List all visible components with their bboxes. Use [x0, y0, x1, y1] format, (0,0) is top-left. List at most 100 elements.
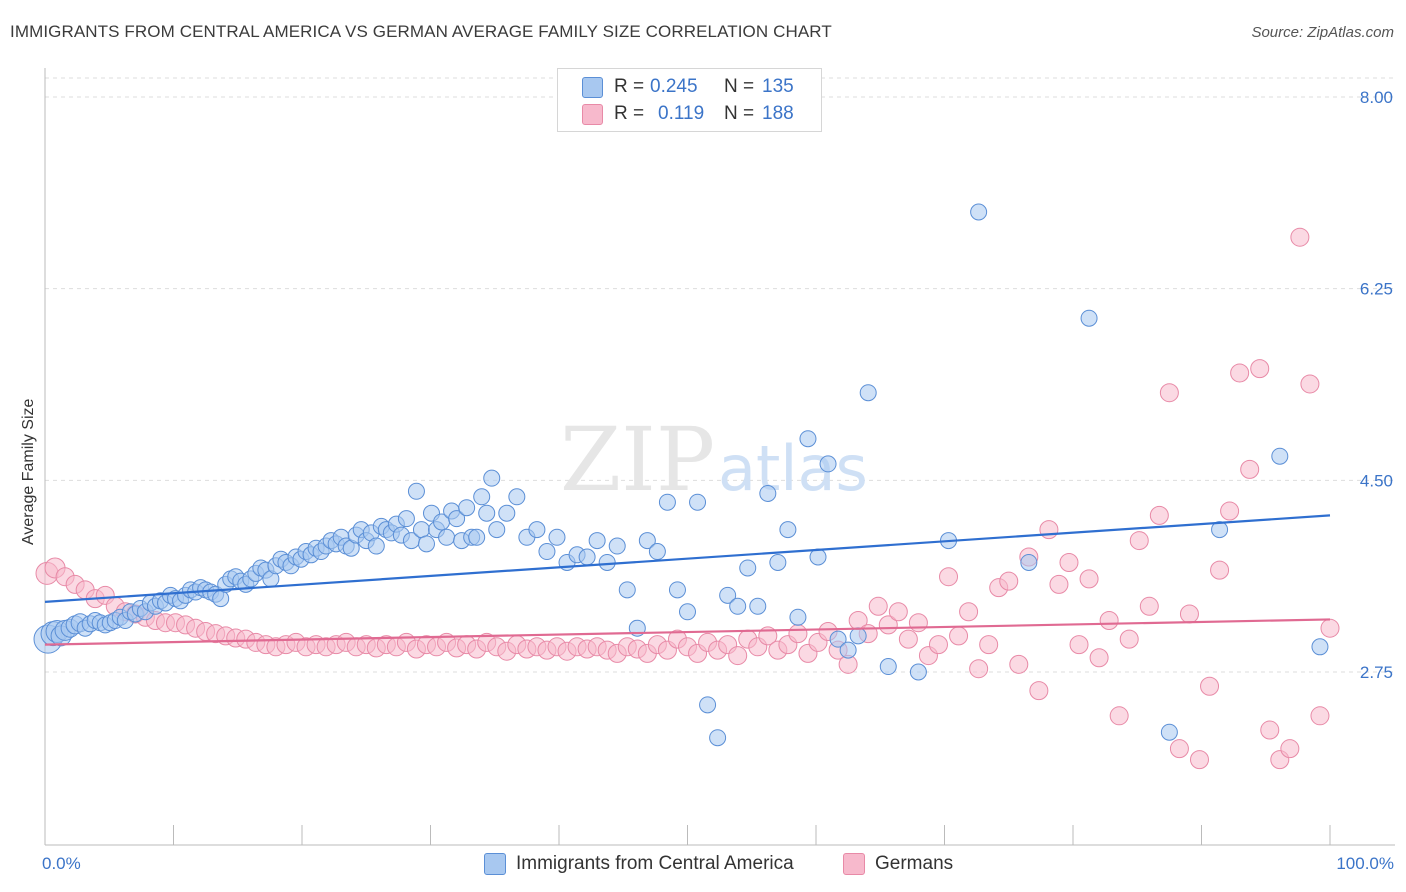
legend-r-label: R =: [614, 76, 645, 97]
central-america-point: [498, 504, 516, 522]
germans-point: [1189, 750, 1209, 770]
germans-point: [1059, 552, 1079, 572]
central-america-point: [212, 590, 230, 608]
germans-point: [1220, 501, 1240, 521]
central-america-point: [749, 597, 767, 615]
germans-point: [1039, 520, 1059, 540]
germans-point: [1210, 560, 1230, 580]
central-america-point: [598, 553, 616, 571]
germans-point: [1089, 648, 1109, 668]
central-america-point: [412, 521, 430, 539]
germans-point: [1300, 374, 1320, 394]
central-america-point: [458, 499, 476, 517]
legend-r-label: R =: [614, 103, 645, 124]
axes: [44, 68, 1395, 846]
germans-point: [1129, 531, 1149, 551]
germans-point: [1250, 359, 1270, 379]
central-america-point: [879, 658, 897, 676]
legend-n-label: N =: [724, 76, 755, 97]
germans-point: [898, 629, 918, 649]
germans-point: [1320, 618, 1340, 638]
central-america-point: [839, 641, 857, 659]
central-america-points: [33, 203, 1329, 747]
central-america-point: [488, 521, 506, 539]
germans-point: [1079, 569, 1099, 589]
germans-point: [1159, 383, 1179, 403]
central-america-point: [478, 504, 496, 522]
central-america-point: [548, 528, 566, 546]
central-america-point: [1271, 447, 1289, 465]
germans-point: [999, 571, 1019, 591]
trend-lines: [44, 514, 1331, 646]
watermark-atlas: atlas: [718, 432, 868, 505]
germans-point: [1310, 706, 1330, 726]
central-america-point: [1311, 638, 1329, 656]
germans-point: [1169, 739, 1189, 759]
legend-n-value: 188: [762, 103, 794, 124]
central-america-point: [468, 528, 486, 546]
central-america-point: [407, 482, 425, 500]
x-tick-label: 100.0%: [1336, 854, 1394, 873]
central-america-point: [699, 696, 717, 714]
central-america-point: [719, 586, 737, 604]
central-america-point: [608, 537, 626, 555]
central-america-point: [473, 488, 491, 506]
legend-swatch-pink: [582, 104, 603, 125]
central-america-point: [367, 537, 385, 555]
central-america-point: [668, 581, 686, 599]
germans-points: [35, 227, 1340, 770]
germans-trend-line: [44, 618, 1331, 646]
central-america-point: [638, 532, 656, 550]
central-america-point: [417, 535, 435, 553]
germans-point: [888, 602, 908, 622]
central-america-point: [970, 203, 988, 221]
central-america-point: [438, 528, 456, 546]
central-america-point: [658, 493, 676, 511]
central-america-point: [689, 493, 707, 511]
germans-point: [908, 613, 928, 633]
germans-point: [728, 646, 748, 666]
y-tick-label: 4.50: [1360, 471, 1393, 490]
germans-point: [949, 626, 969, 646]
bottom-legend-swatch-pink: [843, 853, 865, 875]
legend-r-value: 0.245: [650, 76, 698, 97]
central-america-point: [809, 548, 827, 566]
central-america-point: [648, 543, 666, 561]
germans-point: [1149, 505, 1169, 525]
legend-n-label: N =: [724, 103, 755, 124]
germans-point: [1069, 635, 1089, 655]
germans-point: [868, 596, 888, 616]
central-america-point: [909, 663, 927, 681]
y-tick-label: 2.75: [1360, 663, 1393, 682]
germans-point: [969, 659, 989, 679]
central-america-point: [849, 627, 867, 645]
central-america-point: [1020, 553, 1038, 571]
central-america-point: [769, 553, 787, 571]
legend-box: R = 0.245 N = 135 R = 0.119 N = 188: [557, 68, 822, 132]
germans-point: [1139, 596, 1159, 616]
y-tick-label: 6.25: [1360, 280, 1393, 299]
central-america-point: [578, 548, 596, 566]
germans-point: [1240, 459, 1260, 479]
germans-point: [1029, 681, 1049, 701]
central-america-point: [789, 608, 807, 626]
germans-point: [939, 567, 959, 587]
germans-point: [1099, 611, 1119, 631]
germans-point: [1109, 706, 1129, 726]
central-america-point: [709, 729, 727, 747]
bottom-legend-label: Immigrants from Central America: [516, 853, 794, 874]
central-america-point: [799, 430, 817, 448]
y-axis-title: Average Family Size: [20, 398, 37, 545]
watermark-zip: ZIP: [560, 408, 715, 511]
central-america-point: [859, 384, 877, 402]
central-america-point: [739, 559, 757, 577]
legend-n-value: 135: [762, 76, 794, 97]
germans-point: [979, 635, 999, 655]
germans-point: [928, 635, 948, 655]
tick-labels: 2.75 4.50 6.25 8.00 0.0% 100.0%: [42, 88, 1394, 873]
germans-point: [1179, 604, 1199, 624]
y-tick-label: 8.00: [1360, 88, 1393, 107]
central-america-point: [679, 603, 696, 621]
central-america-point: [1160, 723, 1178, 741]
